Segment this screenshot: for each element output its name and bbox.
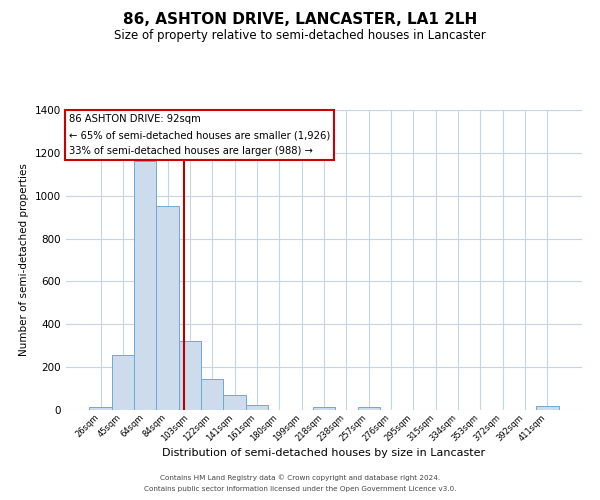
Bar	[536, 406, 559, 410]
Bar	[89, 407, 112, 410]
Text: Distribution of semi-detached houses by size in Lancaster: Distribution of semi-detached houses by …	[163, 448, 485, 458]
Bar	[358, 407, 380, 410]
Bar	[313, 407, 335, 410]
Text: Contains public sector information licensed under the Open Government Licence v3: Contains public sector information licen…	[144, 486, 456, 492]
Bar	[179, 342, 201, 410]
Text: 86 ASHTON DRIVE: 92sqm
← 65% of semi-detached houses are smaller (1,926)
33% of : 86 ASHTON DRIVE: 92sqm ← 65% of semi-det…	[68, 114, 330, 156]
Bar	[201, 379, 223, 410]
Y-axis label: Number of semi-detached properties: Number of semi-detached properties	[19, 164, 29, 356]
Bar	[223, 395, 246, 410]
Bar	[157, 206, 179, 410]
Bar	[134, 162, 157, 410]
Bar	[112, 356, 134, 410]
Text: Contains HM Land Registry data © Crown copyright and database right 2024.: Contains HM Land Registry data © Crown c…	[160, 474, 440, 481]
Bar	[246, 404, 268, 410]
Text: Size of property relative to semi-detached houses in Lancaster: Size of property relative to semi-detach…	[114, 29, 486, 42]
Text: 86, ASHTON DRIVE, LANCASTER, LA1 2LH: 86, ASHTON DRIVE, LANCASTER, LA1 2LH	[123, 12, 477, 28]
